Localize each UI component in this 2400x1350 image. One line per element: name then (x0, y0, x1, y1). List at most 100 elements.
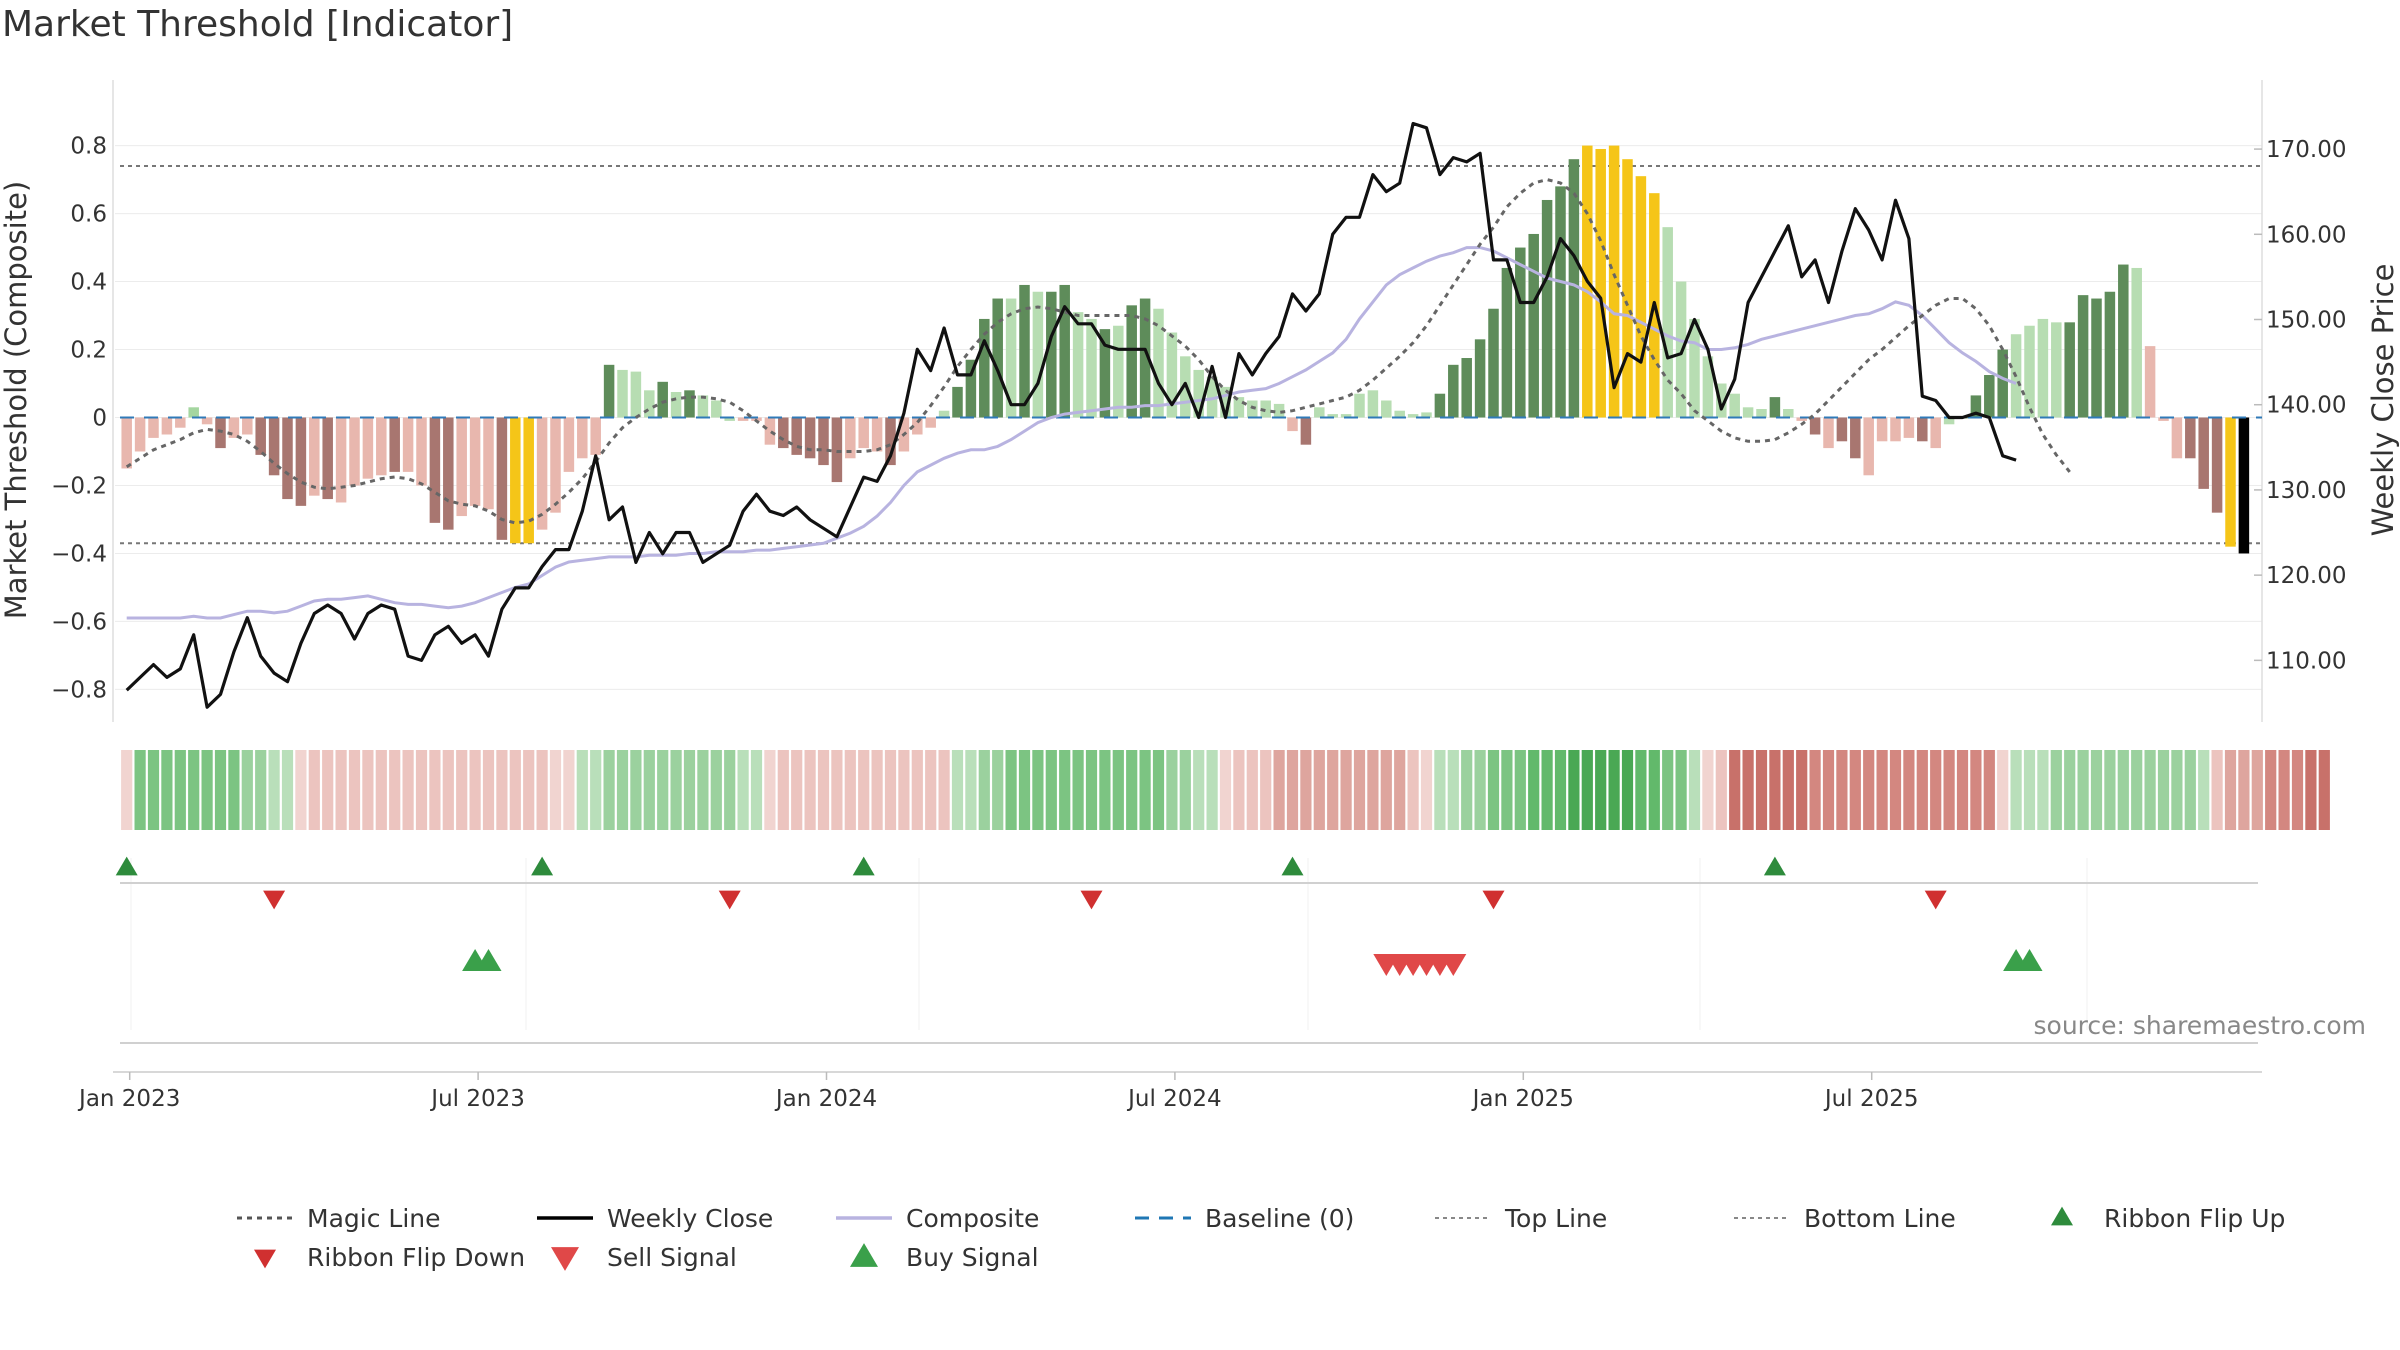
histogram-bar (510, 417, 521, 544)
histogram-bar (121, 417, 132, 469)
ribbon-flip-up-marker (531, 856, 554, 876)
legend-label: Sell Signal (607, 1243, 737, 1272)
ribbon-cell (630, 750, 642, 830)
ribbon-cell (1729, 750, 1741, 830)
ribbon-flip-up-marker (852, 856, 875, 876)
buy-signal-marker (475, 948, 502, 972)
histogram-bar (1689, 318, 1700, 418)
ribbon-cell (831, 750, 843, 830)
ribbon-cell (268, 750, 280, 830)
ribbon-cell (1809, 750, 1821, 830)
histogram-bar (268, 417, 280, 476)
ribbon-cell (1595, 750, 1607, 830)
histogram-bar (1890, 417, 1901, 442)
ribbon-cell (255, 750, 267, 830)
histogram-bar (402, 417, 414, 472)
ribbon-cell (1501, 750, 1513, 830)
ribbon-cell (134, 750, 146, 830)
histogram-bar (1501, 267, 1513, 418)
histogram-bar (2091, 298, 2102, 418)
ribbon-flip-down-marker (1482, 890, 1505, 910)
histogram-bar (1059, 284, 1070, 418)
ribbon-cell (1246, 750, 1258, 830)
histogram-bar (831, 417, 843, 483)
ribbon-cell (482, 750, 495, 830)
histogram-bar (657, 381, 668, 418)
histogram-bar (456, 417, 467, 517)
ribbon-cell (1541, 750, 1553, 830)
ribbon-cell (188, 750, 200, 830)
ribbon-cell (1889, 750, 1902, 830)
ribbon-cell (121, 750, 133, 830)
legend-label: Ribbon Flip Up (2104, 1204, 2285, 1233)
histogram-bar (1662, 227, 1673, 418)
histogram-bar (644, 390, 655, 418)
ribbon-cell (1394, 750, 1406, 830)
histogram-bar (295, 417, 307, 506)
ribbon-cell (402, 750, 414, 830)
ribbon-cell (670, 750, 682, 830)
histogram-bar (1046, 291, 1057, 418)
histogram-bar (536, 417, 548, 530)
ribbon-cell (536, 750, 548, 830)
ribbon-cell (697, 750, 709, 830)
ribbon-cell (429, 750, 441, 830)
histogram-bar (215, 417, 226, 449)
histogram-bar (2024, 325, 2035, 418)
ribbon-cell (1286, 750, 1299, 830)
ribbon-cell (1688, 750, 1701, 830)
histogram-bar (322, 417, 333, 500)
ribbon-cell (415, 750, 428, 830)
x-tick-label: Jan 2023 (77, 1086, 180, 1112)
histogram-bar (818, 417, 829, 466)
ribbon-cell (1072, 750, 1084, 830)
histogram-bar (1488, 308, 1499, 418)
ribbon-cell (1863, 750, 1875, 830)
left-tick-label: 0.4 (70, 270, 107, 296)
histogram-bar (1233, 397, 1245, 418)
histogram-bar (1220, 386, 1231, 418)
histogram-bar (2077, 295, 2089, 418)
legend-label: Baseline (0) (1205, 1204, 1354, 1233)
ribbon-cell (2291, 750, 2304, 830)
ribbon-cell (1755, 750, 1768, 830)
histogram-bar (2051, 322, 2062, 418)
histogram-bar (1769, 397, 1781, 418)
ribbon-cell (1568, 750, 1580, 830)
histogram-bar (1005, 298, 1017, 418)
ribbon-cell (1769, 750, 1781, 830)
left-tick-label: 0.2 (70, 338, 107, 364)
histogram-bar (1287, 417, 1298, 432)
ribbon-cell (1059, 750, 1071, 830)
ribbon-cell (2157, 750, 2170, 830)
ribbon-cell (2198, 750, 2210, 830)
histogram-bar (1381, 400, 1392, 418)
ribbon-cell (1836, 750, 1848, 830)
histogram-bar (1394, 410, 1405, 418)
histogram-bar (778, 417, 789, 449)
histogram-bar (804, 417, 816, 459)
ribbon-cell (2265, 750, 2277, 830)
histogram-bar (1528, 233, 1539, 418)
ribbon-cell (791, 750, 803, 830)
ribbon-cell (1193, 750, 1205, 830)
histogram-bar (242, 417, 253, 435)
ribbon-cell (2117, 750, 2129, 830)
right-tick-label: 140.00 (2266, 393, 2346, 419)
histogram-bar (1930, 417, 1941, 449)
histogram-bar (1809, 417, 1821, 435)
ribbon-flip-up-marker (115, 856, 138, 876)
ribbon-cell (2171, 750, 2183, 830)
ribbon-cell (1273, 750, 1285, 830)
legend-swatch-flip-down (254, 1249, 276, 1269)
histogram-bar (791, 417, 802, 455)
right-tick-label: 170.00 (2266, 137, 2346, 163)
histogram-bar (376, 417, 387, 476)
histogram-bar (965, 359, 977, 418)
ribbon-cell (2037, 750, 2049, 830)
ribbon-cell (2184, 750, 2196, 830)
ribbon-cell (1621, 750, 1634, 830)
histogram-bar (952, 386, 963, 418)
ribbon-cell (1528, 750, 1540, 830)
ribbon-cell (2224, 750, 2237, 830)
